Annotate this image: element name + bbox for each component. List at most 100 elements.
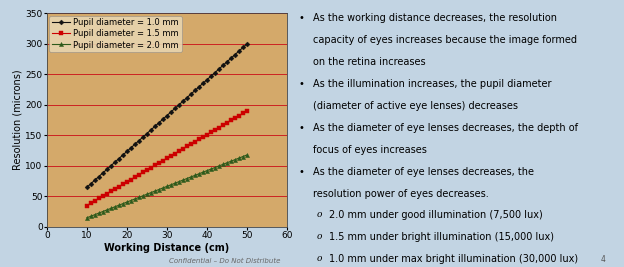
Text: •: • (298, 13, 304, 23)
Pupil diameter = 2.0 mm (199, 171, 207, 174)
Pupil diameter = 1.5 mm (187, 143, 195, 146)
Pupil diameter = 1.5 mm (183, 145, 191, 148)
Pupil diameter = 1.5 mm (131, 176, 139, 179)
Pupil diameter = 2.0 mm (243, 153, 251, 156)
Pupil diameter = 1.5 mm (103, 192, 110, 195)
Pupil diameter = 2.0 mm (179, 178, 187, 182)
Pupil diameter = 1.0 mm (239, 46, 246, 49)
Pupil diameter = 1.0 mm (232, 53, 239, 56)
Pupil diameter = 2.0 mm (131, 197, 139, 201)
Pupil diameter = 1.0 mm (183, 96, 191, 99)
Pupil diameter = 2.0 mm (91, 213, 99, 216)
Pupil diameter = 2.0 mm (167, 183, 175, 186)
Text: As the illumination increases, the pupil diameter: As the illumination increases, the pupil… (313, 79, 552, 89)
Text: 2.0 mm under good illumination (7,500 lux): 2.0 mm under good illumination (7,500 lu… (329, 210, 544, 220)
Pupil diameter = 1.0 mm (111, 160, 119, 164)
Text: capacity of eyes increases because the image formed: capacity of eyes increases because the i… (313, 35, 577, 45)
Line: Pupil diameter = 2.0 mm: Pupil diameter = 2.0 mm (85, 153, 249, 220)
Pupil diameter = 2.0 mm (115, 204, 122, 207)
Text: (diameter of active eye lenses) decreases: (diameter of active eye lenses) decrease… (313, 101, 519, 111)
Pupil diameter = 1.0 mm (207, 74, 215, 78)
Text: 4: 4 (600, 255, 605, 264)
Pupil diameter = 1.0 mm (143, 132, 150, 135)
Pupil diameter = 1.0 mm (167, 110, 175, 113)
Pupil diameter = 1.0 mm (135, 139, 143, 142)
Pupil diameter = 1.0 mm (159, 117, 167, 121)
Pupil diameter = 1.0 mm (115, 157, 122, 160)
Pupil diameter = 1.5 mm (155, 162, 163, 165)
Pupil diameter = 1.5 mm (163, 157, 171, 160)
Pupil diameter = 2.0 mm (123, 201, 130, 204)
Pupil diameter = 2.0 mm (151, 190, 158, 193)
Text: on the retina increases: on the retina increases (313, 57, 426, 67)
Pupil diameter = 1.5 mm (207, 131, 215, 134)
Pupil diameter = 1.5 mm (235, 114, 243, 117)
Pupil diameter = 1.0 mm (155, 121, 163, 124)
Pupil diameter = 2.0 mm (232, 158, 239, 161)
Pupil diameter = 1.5 mm (203, 133, 211, 136)
Pupil diameter = 2.0 mm (87, 215, 95, 218)
Pupil diameter = 1.0 mm (95, 175, 102, 178)
Pupil diameter = 1.5 mm (195, 138, 203, 141)
Pupil diameter = 2.0 mm (155, 188, 163, 191)
Pupil diameter = 1.5 mm (123, 180, 130, 183)
Pupil diameter = 2.0 mm (139, 194, 147, 197)
Pupil diameter = 1.5 mm (199, 135, 207, 139)
Pupil diameter = 2.0 mm (187, 175, 195, 179)
Pupil diameter = 1.0 mm (243, 42, 251, 45)
Pupil diameter = 2.0 mm (227, 160, 235, 163)
Pupil diameter = 1.0 mm (191, 89, 198, 92)
Pupil diameter = 2.0 mm (135, 196, 143, 199)
Text: •: • (298, 167, 304, 176)
Text: Confidential – Do Not Distribute: Confidential – Do Not Distribute (169, 258, 280, 264)
Pupil diameter = 2.0 mm (207, 167, 215, 171)
Pupil diameter = 1.5 mm (227, 119, 235, 122)
Pupil diameter = 2.0 mm (191, 174, 198, 177)
Pupil diameter = 2.0 mm (211, 166, 219, 169)
Pupil diameter = 2.0 mm (107, 207, 115, 210)
Pupil diameter = 2.0 mm (183, 177, 191, 180)
Pupil diameter = 1.0 mm (223, 60, 231, 63)
Pupil diameter = 1.0 mm (127, 146, 135, 150)
Pupil diameter = 1.0 mm (147, 128, 155, 132)
Pupil diameter = 2.0 mm (215, 164, 223, 167)
Pupil diameter = 2.0 mm (159, 186, 167, 190)
Legend: Pupil diameter = 1.0 mm, Pupil diameter = 1.5 mm, Pupil diameter = 2.0 mm: Pupil diameter = 1.0 mm, Pupil diameter … (49, 16, 182, 52)
Pupil diameter = 2.0 mm (175, 180, 183, 183)
Pupil diameter = 1.5 mm (91, 199, 99, 202)
Pupil diameter = 1.0 mm (163, 114, 171, 117)
Text: As the diameter of eye lenses decreases, the depth of: As the diameter of eye lenses decreases,… (313, 123, 578, 133)
Pupil diameter = 1.5 mm (147, 166, 155, 169)
Pupil diameter = 2.0 mm (171, 182, 178, 185)
Pupil diameter = 1.5 mm (99, 195, 107, 198)
Text: As the diameter of eye lenses decreases, the: As the diameter of eye lenses decreases,… (313, 167, 534, 176)
Pupil diameter = 1.0 mm (139, 135, 147, 139)
Text: 1.5 mm under bright illumination (15,000 lux): 1.5 mm under bright illumination (15,000… (329, 232, 555, 242)
Pupil diameter = 2.0 mm (223, 161, 231, 164)
Pupil diameter = 2.0 mm (235, 156, 243, 160)
Pupil diameter = 2.0 mm (99, 210, 107, 213)
Text: o: o (317, 254, 323, 263)
Pupil diameter = 1.5 mm (111, 187, 119, 191)
Text: resolution power of eyes decreases.: resolution power of eyes decreases. (313, 189, 489, 198)
Pupil diameter = 1.0 mm (187, 92, 195, 96)
Pupil diameter = 1.0 mm (219, 64, 227, 67)
Pupil diameter = 2.0 mm (127, 199, 135, 202)
Pupil diameter = 2.0 mm (203, 169, 211, 172)
Text: o: o (317, 232, 323, 241)
Line: Pupil diameter = 1.0 mm: Pupil diameter = 1.0 mm (85, 42, 249, 189)
X-axis label: Working Distance (cm): Working Distance (cm) (104, 243, 230, 253)
Pupil diameter = 2.0 mm (111, 205, 119, 209)
Pupil diameter = 1.0 mm (119, 154, 127, 157)
Pupil diameter = 1.5 mm (135, 173, 143, 176)
Line: Pupil diameter = 1.5 mm: Pupil diameter = 1.5 mm (85, 109, 249, 207)
Pupil diameter = 2.0 mm (83, 216, 90, 219)
Y-axis label: Resolution (microns): Resolution (microns) (12, 70, 22, 170)
Pupil diameter = 1.5 mm (232, 116, 239, 120)
Text: 1.0 mm under max bright illumination (30,000 lux): 1.0 mm under max bright illumination (30… (329, 254, 578, 264)
Pupil diameter = 1.0 mm (203, 78, 211, 81)
Pupil diameter = 2.0 mm (143, 193, 150, 196)
Pupil diameter = 1.0 mm (215, 67, 223, 70)
Pupil diameter = 1.0 mm (235, 49, 243, 53)
Pupil diameter = 1.5 mm (139, 171, 147, 174)
